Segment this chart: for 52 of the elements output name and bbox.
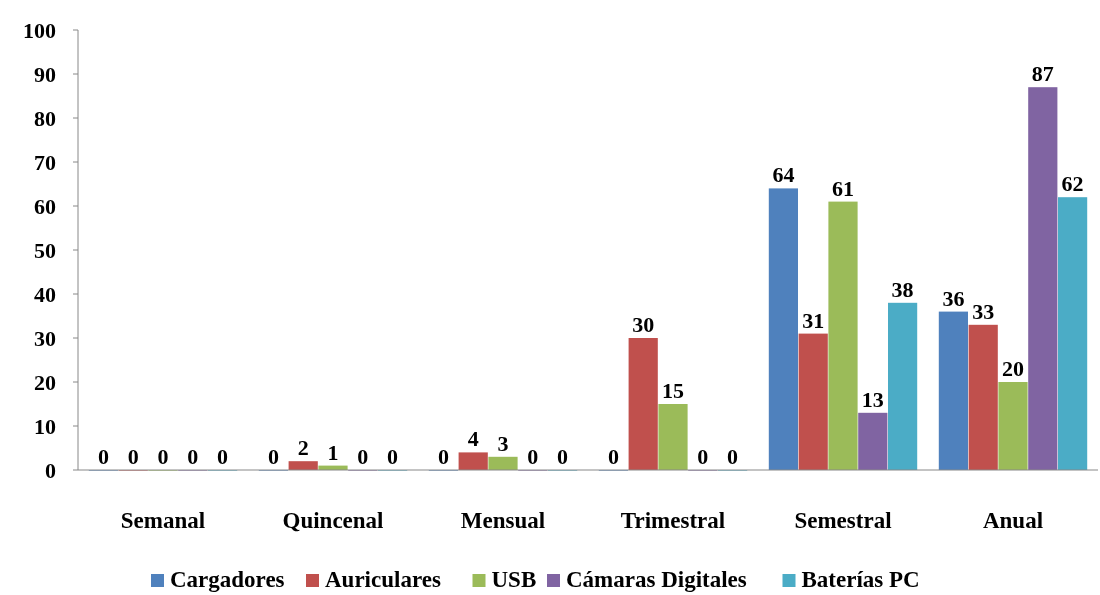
data-label: 20 [1002, 356, 1024, 381]
data-label: 0 [607, 444, 619, 469]
data-label: 87 [1031, 61, 1054, 87]
legend-label: Cargadores [170, 567, 285, 592]
y-tick-label: 100 [23, 17, 56, 43]
y-tick-label: 60 [34, 193, 56, 219]
data-label: 4 [467, 426, 479, 452]
data-label: 0 [217, 444, 229, 469]
data-label: 0 [267, 444, 279, 469]
data-label: 0 [557, 444, 569, 469]
data-label: 0 [187, 444, 199, 469]
legend-label: USB [491, 567, 537, 592]
y-tick-label: 10 [34, 413, 56, 439]
data-label: 33 [972, 298, 995, 324]
data-label: 61 [832, 175, 854, 201]
data-label: 0 [357, 444, 369, 469]
data-label: 15 [662, 378, 684, 403]
y-tick-label: 0 [45, 457, 56, 483]
x-tick-label: Anual [982, 508, 1044, 533]
data-label: 0 [437, 444, 449, 469]
data-label: 36 [942, 285, 965, 311]
data-label: 38 [891, 276, 914, 302]
data-label: 0 [697, 444, 709, 469]
y-tick-label: 50 [34, 237, 56, 263]
data-label: 64 [772, 162, 795, 188]
legend-label: Auriculares [325, 567, 441, 592]
y-tick-label: 20 [34, 369, 56, 395]
y-tick-label: 70 [34, 149, 56, 175]
data-label: 30 [632, 312, 655, 337]
y-tick-label: 90 [34, 61, 56, 87]
data-label: 0 [727, 444, 739, 469]
y-tick-label: 30 [34, 325, 56, 351]
data-label: 3 [497, 430, 509, 456]
x-tick-label: Semanal [120, 508, 206, 533]
data-label: 13 [861, 386, 884, 412]
data-label: 0 [527, 444, 539, 469]
legend-label: Cámaras Digitales [566, 567, 747, 592]
data-label: 0 [387, 444, 399, 469]
data-label: 1 [327, 439, 339, 465]
x-tick-label: Semestral [794, 508, 892, 533]
legend-label: Baterías PC [801, 567, 920, 592]
x-tick-label: Trimestral [620, 508, 726, 533]
data-label: 0 [97, 444, 109, 469]
data-label: 0 [157, 444, 169, 469]
y-tick-label: 40 [34, 281, 56, 307]
data-label: 31 [802, 307, 825, 333]
x-tick-label: Mensual [460, 508, 546, 533]
data-label: 0 [127, 444, 139, 469]
x-tick-label: Quincenal [282, 508, 384, 533]
y-tick-label: 80 [34, 105, 56, 131]
data-label: 2 [297, 435, 309, 461]
data-label: 62 [1061, 171, 1084, 197]
